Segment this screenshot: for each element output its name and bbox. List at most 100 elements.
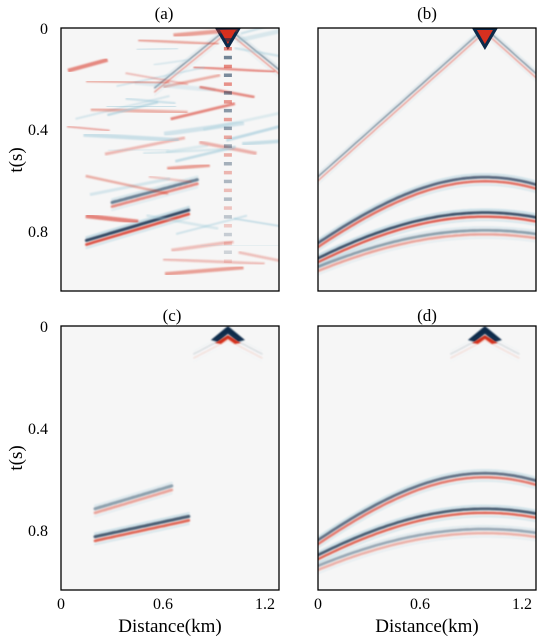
panel-a-noise-3-streak-27 [225, 125, 279, 142]
panel-a-noise-3-streak-31 [125, 72, 189, 86]
panel-d-hyperbola-3-stripe-0 [318, 524, 536, 564]
panel-c: (c) 0 0.4 0.8 0 0.6 1.2 [28, 306, 280, 613]
panel-a-noise-3-streak-19 [136, 47, 179, 51]
panel-a-noise-3-column-2 [223, 55, 232, 60]
panel-d-hyperbola-1-stripe-1 [318, 471, 536, 542]
panel-a-noise-3-column-19 [223, 206, 232, 210]
panel-a-noise-3-column-1 [223, 47, 232, 51]
panel-d-hyperbola-2-stripe-3 [318, 515, 536, 564]
panel-a-noise-3-column-14 [223, 162, 232, 166]
panel-c-reflection-1-stripe-1 [93, 514, 191, 539]
panel-d-xtick-2: 1.2 [512, 596, 532, 613]
panel-b: (b) [317, 4, 537, 292]
panel-c-reflection-2-stripe-3 [94, 492, 173, 518]
panel-c-frame [60, 325, 280, 591]
panel-c-reflection-1-stripe-2 [93, 518, 191, 543]
panel-a-noise-3-column-4 [223, 73, 232, 77]
panel-a-noise-3-streak-26 [164, 265, 244, 276]
panel-a-plot-bg [61, 28, 279, 291]
panel-b-hyperbola-3-stripe-3 [318, 236, 536, 276]
panel-a-ytick-2: 0.8 [28, 224, 48, 241]
panel-a-noise-3-column-6 [223, 91, 232, 95]
panel-c-reflection-2-stripe-0 [93, 481, 173, 507]
panel-a-noise-3-column-5 [223, 82, 232, 86]
x-axis-label-right: Distance(km) [375, 616, 478, 637]
panel-d-hyperbola-3-stripe-3 [318, 535, 536, 575]
panel-d-hyperbola-2-stripe-2 [318, 511, 536, 561]
panel-a-noise-3-streak-24 [242, 139, 279, 146]
panel-b-hyperbola-1-stripe-1 [318, 175, 536, 245]
panel-a-reflection-2-stripe-2 [110, 182, 199, 208]
panel-a-noise-3-streak-8 [138, 38, 219, 46]
panel-a-noise-3-streak-45 [106, 104, 177, 109]
panel-a-reflection-1-stripe-1 [84, 208, 191, 242]
panel-a-noise-3-streak-17 [153, 58, 192, 66]
panel-a-noise-3-column-12 [223, 144, 232, 148]
panel-d-direct-wave-apex-0-limb-stripe-1 [450, 335, 520, 355]
panel-a-noise-3-streak-41 [174, 145, 236, 163]
panel-d-hyperbola-2-stripe-1 [318, 507, 536, 557]
panel-a-noise-3-column-24 [223, 250, 232, 254]
panel-c-xtick-0: 0 [57, 596, 65, 613]
panel-c-reflection-2-stripe-2 [93, 488, 174, 515]
panel-c-reflection-1-stripe-3 [94, 522, 190, 546]
panel-a-title: (a) [155, 4, 174, 23]
panel-b-hyperbola-1-stripe-0 [318, 173, 536, 242]
panel-c-direct-wave-apex-0-limb-stripe-3 [193, 343, 263, 362]
panel-a-noise-3-column-18 [223, 197, 232, 201]
panel-a-noise-3-streak-40 [167, 163, 210, 171]
panel-d-hyperbola-1-stripe-0 [318, 469, 536, 539]
panel-a-noise-3-column-17 [223, 188, 232, 193]
panel-d: (d) 0 0.6 1.2 [314, 306, 537, 613]
panel-d-frame [317, 325, 537, 591]
panel-d-hyperbola-3-stripe-1 [318, 527, 536, 568]
panel-a-noise-3-column-15 [223, 170, 232, 175]
panel-b-direct-wave-0-stripe-3 [318, 36, 536, 185]
panel-c-ytick-0: 0 [40, 319, 48, 336]
panel-b-direct-wave-0-stripe-0 [318, 28, 536, 175]
panel-a-noise-3-column-3 [223, 64, 232, 69]
panel-a-noise-3-streak-15 [193, 66, 276, 73]
panel-b-hyperbola-2-stripe-2 [318, 215, 536, 264]
panel-a-reflection-2-stripe-3 [111, 186, 199, 212]
panel-b-title: (b) [417, 4, 437, 23]
panel-a-noise-3-column-23 [223, 241, 232, 246]
panel-b-direct-wave-0-apex-red [476, 30, 493, 44]
panel-a-noise-3-column-10 [223, 126, 232, 131]
panel-a-noise-3-streak-3 [236, 29, 279, 43]
panel-a-noise-3-streak-29 [240, 28, 266, 35]
panel-a-noise-3-column-20 [223, 215, 232, 219]
panel-a-ytick-1: 0.4 [28, 122, 48, 139]
panel-a-noise-3-streak-23 [83, 132, 179, 143]
panel-a-noise-3-streak-38 [90, 107, 188, 115]
panel-d-hyperbola-1-stripe-3 [318, 479, 536, 549]
panel-a-ytick-0: 0 [40, 21, 48, 38]
panel-a-noise-3-column-22 [223, 232, 232, 237]
panel-c-xtick-1: 0.6 [153, 596, 173, 613]
panel-a-noise-3-streak-42 [234, 217, 279, 227]
panel-c-events [93, 326, 263, 546]
panel-b-hyperbola-3-stripe-1 [318, 228, 536, 269]
panel-a-noise-3-streak-37 [86, 80, 170, 85]
panel-c-xtick-2: 1.2 [255, 596, 275, 613]
panel-a-reflection-1-stripe-3 [85, 216, 190, 250]
panel-a-noise-3-streak-13 [170, 102, 236, 121]
panel-a-noise-3-streak-43 [107, 100, 159, 117]
panel-a-noise-3-column-0 [223, 38, 232, 42]
panel-a-noise-3-column-9 [223, 117, 232, 122]
panel-d-hyperbola-2-stripe-0 [318, 504, 536, 554]
panel-c-ytick-1: 0.4 [28, 421, 48, 438]
panel-a-noise-3-streak-44 [175, 214, 248, 235]
y-axis-label-top: t(s) [6, 147, 27, 172]
panel-a-noise-3-column-16 [223, 179, 232, 184]
panel-d-xtick-0: 0 [314, 596, 322, 613]
panel-b-hyperbola-3-stripe-2 [318, 233, 536, 273]
panel-a-noise-3-streak-35 [125, 97, 176, 105]
panel-a-noise-3-column-25 [223, 259, 232, 263]
panel-c-reflection-2-stripe-1 [93, 484, 174, 511]
panel-a-direct-wave-0-stripe-2 [154, 32, 279, 93]
panel-d-events [318, 326, 536, 575]
panel-d-direct-wave-apex-0-limb-stripe-0 [450, 332, 520, 352]
panel-a-noise-3-streak-16 [67, 57, 109, 73]
